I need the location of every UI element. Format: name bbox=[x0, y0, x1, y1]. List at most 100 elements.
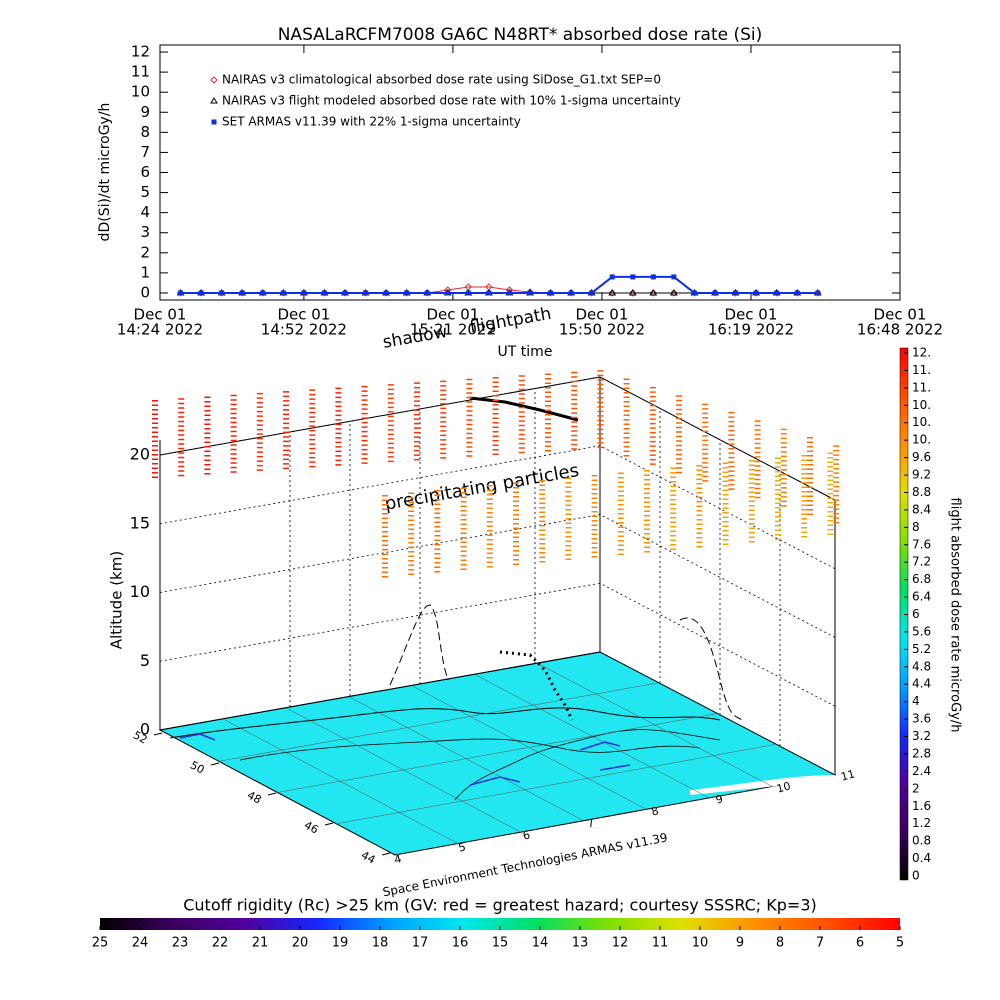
y-tick-label: 10 bbox=[131, 83, 150, 101]
colorbar-tick-label: 7 bbox=[816, 936, 824, 951]
colorbar-tick-label: 0 bbox=[912, 869, 920, 883]
grid-line bbox=[159, 376, 836, 501]
colorbar-tick-label: 4.8 bbox=[912, 659, 931, 673]
colorbar-tick-label: 18 bbox=[372, 936, 389, 951]
map-grid bbox=[277, 713, 718, 793]
colorbar-tick-label: 4 bbox=[912, 694, 920, 708]
colorbar-tick-label: 10. bbox=[912, 433, 931, 447]
marker bbox=[383, 290, 389, 296]
marker bbox=[670, 289, 678, 297]
lat-tick-label: 52 bbox=[131, 729, 149, 747]
map-grid bbox=[285, 707, 521, 833]
marker bbox=[527, 290, 533, 296]
map-grid bbox=[348, 696, 584, 821]
marker bbox=[568, 290, 574, 296]
x-tick-label: 14:52 2022 bbox=[261, 321, 347, 339]
lat-tick bbox=[381, 852, 391, 856]
y-tick-label: 8 bbox=[140, 123, 150, 141]
colorbar-tick-label: 5.2 bbox=[912, 642, 931, 656]
colorbar-tick-label: 22 bbox=[212, 936, 229, 951]
colorbar-tick-label: 0.4 bbox=[912, 851, 931, 865]
colorbar-tick-label: 3.6 bbox=[912, 712, 931, 726]
marker bbox=[589, 290, 595, 296]
marker bbox=[691, 290, 697, 296]
colorbar-tick-label: 23 bbox=[172, 936, 189, 951]
marker bbox=[608, 289, 617, 296]
flightpath bbox=[469, 396, 579, 422]
colorbar-tick-label: 11. bbox=[912, 380, 931, 394]
marker bbox=[506, 290, 512, 296]
grid-line bbox=[159, 514, 836, 638]
lon-tick-label: 8 bbox=[650, 804, 660, 818]
map-grid bbox=[474, 674, 710, 799]
marker bbox=[363, 290, 369, 296]
colorbar-tick-label: 8.8 bbox=[912, 485, 931, 499]
x-tick-label: 15:21 2022 bbox=[410, 321, 496, 339]
y-tick-label: 0 bbox=[140, 283, 150, 301]
colorbar-tick-label: 3.2 bbox=[912, 729, 931, 743]
z-axis-label: Altitude (km) bbox=[108, 551, 126, 649]
colorbar-tick-label: 13 bbox=[572, 936, 589, 951]
x-tick-label: 15:50 2022 bbox=[559, 321, 645, 339]
colorbar-tick-label: 6 bbox=[912, 607, 920, 621]
colorbar-tick-label: 19 bbox=[332, 936, 349, 951]
y-tick-label: 5 bbox=[140, 183, 150, 201]
marker bbox=[628, 289, 637, 296]
y-tick-label: 7 bbox=[140, 143, 150, 161]
marker bbox=[794, 290, 800, 296]
colorbar-tick-label: 10. bbox=[912, 415, 931, 429]
marker bbox=[210, 76, 218, 84]
marker bbox=[608, 289, 616, 297]
colorbar-tick-label: 0.8 bbox=[912, 834, 931, 848]
colorbar-tick-label: 9.2 bbox=[912, 468, 931, 482]
marker bbox=[486, 290, 492, 296]
colorbar-tick-label: 7.2 bbox=[912, 555, 931, 569]
map-grid bbox=[537, 662, 773, 787]
marker bbox=[733, 290, 739, 296]
y-tick-label: 11 bbox=[131, 63, 150, 81]
colorbar-tick-label: 1.6 bbox=[912, 799, 931, 813]
y-tick-label: 9 bbox=[140, 103, 150, 121]
colorbar-tick-label: 2.4 bbox=[912, 764, 931, 778]
map-blank bbox=[690, 775, 835, 795]
lon-tick-label: 5 bbox=[457, 840, 467, 854]
x-tick-label: 14:24 2022 bbox=[117, 321, 203, 339]
marker bbox=[404, 290, 410, 296]
series-line bbox=[180, 275, 818, 294]
x-tick-label: 16:19 2022 bbox=[708, 321, 794, 339]
colorbar-tick-label: 4.4 bbox=[912, 677, 931, 691]
colorbar-tick-label: 7.6 bbox=[912, 537, 931, 551]
grid-line bbox=[159, 651, 601, 731]
marker bbox=[649, 289, 658, 297]
y-tick-label: 4 bbox=[140, 203, 150, 221]
colorbar-tick-label: 10. bbox=[912, 398, 931, 412]
colorbar-tick-label: 11 bbox=[652, 936, 669, 951]
lon-tick-label: 10 bbox=[775, 779, 792, 795]
x-tick-label: 16:48 2022 bbox=[857, 321, 943, 339]
y-tick-label: 1 bbox=[140, 263, 150, 281]
chart-title: NASALaRCFM7008 GA6C N48RT* absorbed dose… bbox=[278, 25, 763, 45]
marker bbox=[712, 290, 718, 296]
lat-tick-label: 46 bbox=[302, 819, 320, 837]
marker bbox=[280, 290, 286, 296]
y-tick-label: 6 bbox=[140, 163, 150, 181]
colorbar-tick-label: 9 bbox=[736, 936, 744, 951]
marker bbox=[211, 119, 217, 125]
marker bbox=[198, 290, 204, 296]
colorbar-tick-label: 5 bbox=[896, 936, 904, 951]
colorbar-tick-label: 2.8 bbox=[912, 746, 931, 760]
lon-tick-label: 11 bbox=[839, 767, 856, 783]
lat-tick bbox=[210, 762, 220, 766]
colorbar-tick-label: 16 bbox=[452, 936, 469, 951]
marker bbox=[445, 290, 451, 296]
colorbar-tick-label: 12. bbox=[912, 346, 931, 360]
marker bbox=[630, 274, 636, 280]
colorbar-tick-label: 2 bbox=[912, 781, 920, 795]
y-tick-label: 3 bbox=[140, 223, 150, 241]
y-tick-label: 2 bbox=[140, 243, 150, 261]
lon-tick-label: 6 bbox=[521, 828, 531, 842]
y-axis-label: dD(Si)/dt microGy/h bbox=[97, 103, 113, 242]
marker bbox=[649, 289, 658, 296]
colorbar-tick-label: 11. bbox=[912, 363, 931, 377]
map-grid bbox=[411, 685, 647, 810]
